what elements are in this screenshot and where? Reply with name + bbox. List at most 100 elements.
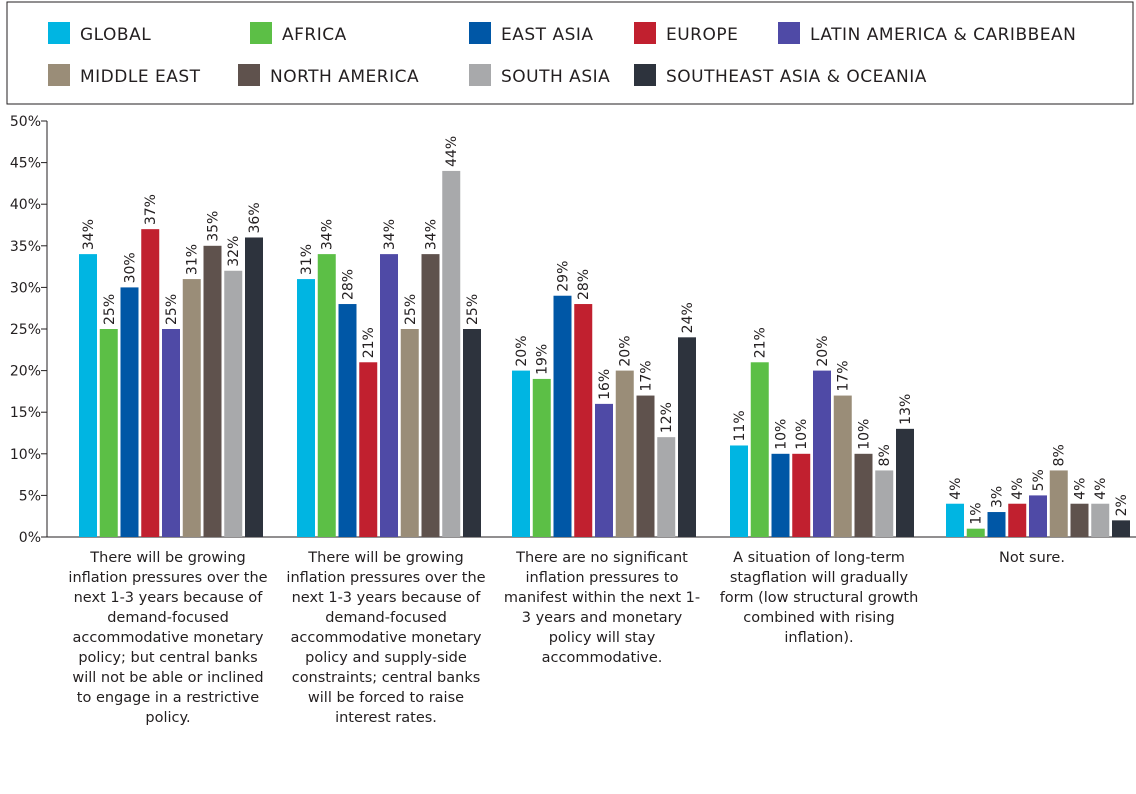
- bar-global-cat3: [512, 370, 530, 537]
- bar-middle-east-cat2: [400, 329, 419, 537]
- data-label-south-asia-cat4: 8%: [877, 444, 893, 466]
- category-label-2: There are no significant inflation press…: [503, 550, 701, 666]
- data-label-latin-america-and-caribbean-cat5: 5%: [1031, 469, 1047, 491]
- bar-southeast-asia-and-oceania-cat1: [245, 237, 263, 538]
- bar-middle-east-cat1: [182, 279, 201, 537]
- data-label-africa-cat5: 1%: [969, 502, 985, 524]
- y-tick-label: 10%: [10, 447, 41, 463]
- data-label-east-asia-cat5: 3%: [990, 486, 1006, 508]
- data-label-global-cat2: 31%: [299, 244, 315, 275]
- bar-europe-cat4: [792, 453, 811, 537]
- data-label-south-asia-cat2: 44%: [444, 136, 460, 167]
- bar-europe-cat3: [574, 304, 593, 537]
- bar-east-asia-cat1: [120, 287, 139, 537]
- legend-swatch-africa: [250, 22, 272, 44]
- legend-swatch-north-america: [238, 64, 260, 86]
- data-label-north-america-cat1: 35%: [206, 211, 222, 242]
- bar-southeast-asia-and-oceania-cat4: [896, 428, 914, 537]
- y-tick-label: 0%: [19, 530, 41, 546]
- legend-label-europe: EUROPE: [666, 25, 738, 45]
- data-label-middle-east-cat2: 25%: [403, 294, 419, 325]
- data-label-southeast-asia-and-oceania-cat1: 36%: [247, 202, 263, 233]
- legend-swatch-east-asia: [469, 22, 491, 44]
- data-label-east-asia-cat2: 28%: [341, 269, 357, 300]
- data-label-east-asia-cat4: 10%: [774, 419, 790, 450]
- bar-north-america-cat3: [636, 395, 655, 537]
- data-label-east-asia-cat3: 29%: [556, 261, 572, 292]
- data-label-north-america-cat3: 17%: [639, 360, 655, 391]
- bar-southeast-asia-and-oceania-cat5: [1112, 520, 1130, 537]
- data-label-southeast-asia-and-oceania-cat3: 24%: [680, 302, 696, 333]
- legend-label-southeast-asia-and-oceania: SOUTHEAST ASIA & OCEANIA: [666, 67, 927, 87]
- y-tick-label: 30%: [10, 280, 41, 296]
- data-label-europe-cat1: 37%: [143, 194, 159, 225]
- category-label-0: There will be growing inflation pressure…: [68, 550, 268, 726]
- bar-europe-cat2: [359, 362, 378, 537]
- bar-latin-america-and-caribbean-cat5: [1029, 495, 1047, 537]
- data-label-global-cat1: 34%: [81, 219, 97, 250]
- data-label-north-america-cat5: 4%: [1073, 478, 1089, 500]
- data-label-latin-america-and-caribbean-cat4: 20%: [815, 335, 831, 366]
- bars: [79, 170, 1130, 538]
- bar-global-cat4: [730, 445, 748, 537]
- bar-europe-cat5: [1008, 503, 1027, 537]
- data-label-middle-east-cat3: 20%: [618, 335, 634, 366]
- legend-label-global: GLOBAL: [80, 25, 151, 45]
- bar-southeast-asia-and-oceania-cat3: [678, 337, 696, 537]
- legend-label-east-asia: EAST ASIA: [501, 25, 594, 45]
- data-label-north-america-cat4: 10%: [857, 419, 873, 450]
- y-tick-label: 40%: [10, 197, 41, 213]
- legend-label-middle-east: MIDDLE EAST: [80, 67, 201, 87]
- data-label-global-cat4: 11%: [732, 410, 748, 441]
- bar-middle-east-cat3: [615, 370, 634, 537]
- legend-label-north-america: NORTH AMERICA: [270, 67, 419, 87]
- data-label-global-cat3: 20%: [514, 335, 530, 366]
- bar-north-america-cat5: [1070, 503, 1089, 537]
- y-tick-label: 25%: [10, 322, 41, 338]
- y-tick-label: 20%: [10, 364, 41, 380]
- data-label-southeast-asia-and-oceania-cat2: 25%: [465, 294, 481, 325]
- bar-east-asia-cat5: [987, 512, 1006, 537]
- bar-africa-cat3: [532, 378, 551, 537]
- data-label-east-asia-cat1: 30%: [123, 252, 139, 283]
- legend-label-africa: AFRICA: [282, 25, 347, 45]
- bar-east-asia-cat2: [338, 304, 357, 537]
- legend-swatch-southeast-asia-and-oceania: [634, 64, 656, 86]
- bar-africa-cat5: [966, 528, 985, 537]
- legend-label-south-asia: SOUTH ASIA: [501, 67, 610, 87]
- legend-swatch-latin-america-and-caribbean: [778, 22, 800, 44]
- bar-latin-america-and-caribbean-cat3: [595, 403, 613, 537]
- data-label-south-asia-cat5: 4%: [1093, 478, 1109, 500]
- legend-swatch-europe: [634, 22, 656, 44]
- bar-south-asia-cat3: [657, 437, 676, 537]
- data-label-southeast-asia-and-oceania-cat5: 2%: [1114, 494, 1130, 516]
- data-label-latin-america-and-caribbean-cat3: 16%: [597, 369, 613, 400]
- data-label-middle-east-cat5: 8%: [1052, 444, 1068, 466]
- data-labels: 34% 25% 30% 37% 25% 31% 35%32% 36% 31% 34% 28% 21% 3…: [81, 136, 1130, 525]
- category-label-1: There will be growing inflation pressure…: [286, 550, 486, 726]
- bar-middle-east-cat4: [833, 395, 852, 537]
- bar-africa-cat2: [317, 254, 336, 537]
- y-tick-label: 15%: [10, 405, 41, 421]
- bar-north-america-cat2: [421, 254, 440, 537]
- bar-south-asia-cat4: [875, 470, 894, 537]
- bar-north-america-cat1: [203, 245, 222, 538]
- data-label-middle-east-cat1: 31%: [185, 244, 201, 275]
- legend-label-latin-america-and-caribbean: LATIN AMERICA & CARIBBEAN: [810, 25, 1076, 45]
- data-label-global-cat5: 4%: [948, 478, 964, 500]
- bar-middle-east-cat5: [1049, 470, 1068, 537]
- data-label-latin-america-and-caribbean-cat2: 34%: [382, 219, 398, 250]
- y-tick-label: 50%: [10, 114, 41, 130]
- bar-latin-america-and-caribbean-cat1: [162, 329, 180, 537]
- data-label-europe-cat4: 10%: [794, 419, 810, 450]
- bar-south-asia-cat1: [224, 270, 243, 537]
- bar-east-asia-cat3: [553, 295, 572, 537]
- bar-latin-america-and-caribbean-cat2: [380, 254, 398, 537]
- bar-southeast-asia-and-oceania-cat2: [463, 329, 481, 537]
- data-label-europe-cat3: 28%: [576, 269, 592, 300]
- legend-box: [6, 1, 1134, 105]
- data-label-middle-east-cat4: 17%: [836, 360, 852, 391]
- data-label-europe-cat2: 21%: [361, 327, 377, 358]
- legend: GLOBAL AFRICA EAST ASIA EUROPE LATIN AMERICA…: [48, 22, 1076, 87]
